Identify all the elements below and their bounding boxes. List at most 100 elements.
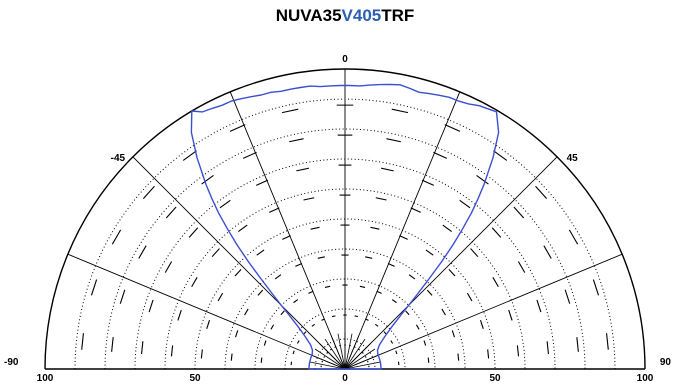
tick-dash — [289, 138, 304, 143]
tick-dash — [90, 279, 98, 296]
center-spoke — [344, 335, 360, 370]
tick-dash — [142, 185, 155, 199]
title-highlight: V405 — [341, 6, 382, 25]
tick-dash — [442, 224, 452, 232]
center-spoke — [337, 333, 346, 370]
tick-dash — [457, 353, 460, 361]
tick-dash — [242, 151, 257, 159]
tick-dash — [358, 348, 361, 351]
tick-dash — [564, 289, 571, 304]
tick-dash — [425, 249, 434, 256]
center-spoke — [344, 343, 371, 370]
tick-dash — [415, 324, 420, 330]
tick-dash — [491, 227, 502, 238]
tick-dash — [390, 340, 394, 344]
tick-dash — [606, 333, 609, 350]
spoke-line — [67, 253, 346, 370]
tick-dash — [303, 197, 315, 201]
tick-dash — [206, 320, 211, 329]
spoke-line — [344, 156, 558, 370]
tick-dash — [111, 229, 122, 245]
tick-dash — [543, 245, 552, 259]
tick-dash — [182, 150, 197, 161]
tick-dash — [546, 341, 549, 355]
center-spoke — [344, 361, 381, 370]
tick-dash — [375, 197, 387, 201]
tick-dash — [282, 235, 291, 240]
tick-dash — [230, 353, 233, 361]
center-spoke — [324, 338, 346, 370]
spoke-line — [132, 156, 346, 370]
tick-dash — [111, 337, 114, 352]
tick-dash — [535, 185, 548, 199]
radial-tick-label: 50 — [489, 373, 501, 384]
tick-dash — [451, 330, 455, 338]
tick-dash — [269, 207, 280, 213]
tick-dash — [408, 274, 416, 280]
angle-label: -90 — [4, 357, 19, 368]
tick-dash — [568, 229, 579, 245]
title-prefix: NUVA35 — [275, 6, 342, 25]
center-spoke — [314, 348, 346, 370]
tick-dash — [421, 179, 435, 186]
tick-dash — [138, 245, 147, 259]
tick-dash — [444, 124, 461, 132]
center-spoke — [309, 361, 346, 370]
tick-dash — [329, 348, 332, 351]
tick-dash — [375, 323, 379, 327]
center-spoke — [344, 348, 376, 370]
tick-dash — [280, 310, 285, 316]
tick-dash — [395, 350, 398, 355]
tick-dash — [244, 308, 249, 316]
tick-dash — [296, 167, 309, 172]
tick-dash — [311, 323, 315, 327]
tick-dash — [234, 268, 242, 277]
tick-dash — [256, 249, 265, 256]
tick-dash — [219, 199, 231, 209]
tick-dash — [410, 207, 421, 213]
center-spoke — [344, 354, 379, 370]
center-spoke — [344, 338, 366, 370]
title-suffix: TRF — [381, 6, 415, 25]
tick-dash — [508, 309, 513, 321]
center-spoke — [311, 354, 346, 370]
tick-dash — [493, 150, 508, 161]
tick-dash — [165, 206, 177, 219]
tick-dash — [517, 261, 526, 273]
tick-dash — [391, 108, 409, 114]
tick-dash — [141, 341, 144, 355]
tick-dash — [295, 262, 303, 267]
tick-dash — [536, 299, 542, 313]
tick-dash — [274, 274, 282, 280]
tick-dash — [476, 175, 489, 185]
tick-dash — [188, 227, 199, 238]
radial-tick-label: 100 — [37, 373, 54, 384]
tick-dash — [492, 277, 499, 288]
tick-dash — [303, 331, 307, 335]
tick-dash — [257, 289, 264, 296]
tick-dash — [427, 357, 430, 363]
tick-dash — [361, 352, 364, 354]
angle-label: 45 — [567, 153, 579, 164]
spoke-line — [344, 91, 461, 370]
tick-dash — [359, 285, 366, 288]
tick-dash — [516, 345, 520, 357]
tick-dash — [296, 340, 300, 344]
angle-label: 90 — [660, 357, 672, 368]
tick-dash — [211, 248, 220, 258]
angle-label: -45 — [111, 153, 126, 164]
tick-dash — [292, 350, 295, 355]
tick-dash — [479, 320, 484, 329]
center-spoke — [344, 333, 353, 370]
tick-dash — [164, 261, 173, 273]
dotted-ring — [224, 248, 466, 370]
tick-dash — [448, 268, 456, 277]
tick-dash — [592, 279, 600, 296]
tick-dash — [364, 356, 367, 358]
tick-dash — [513, 206, 525, 219]
tick-dash — [441, 308, 446, 316]
tick-dash — [405, 310, 410, 316]
chart-title: NUVA35V405TRF — [0, 6, 675, 26]
tick-dash — [81, 333, 84, 350]
